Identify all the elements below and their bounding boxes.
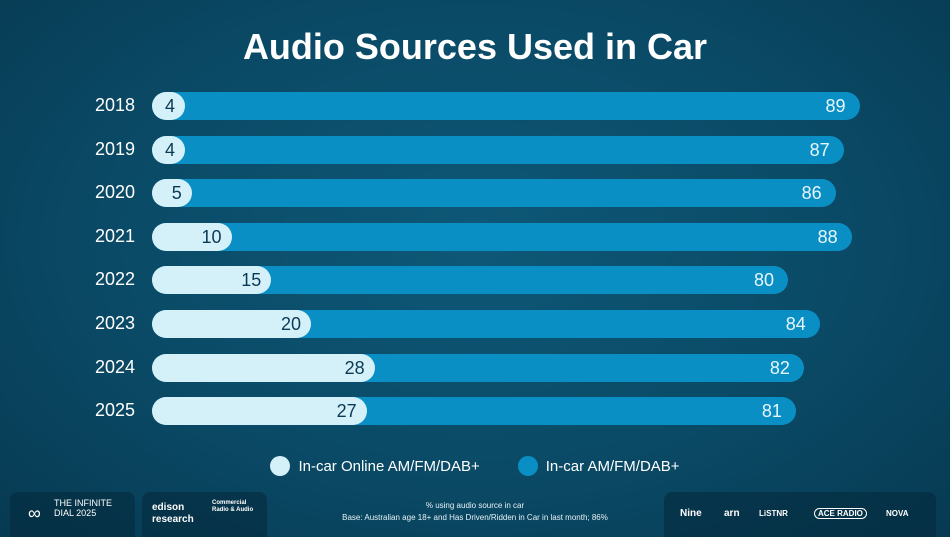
bar-chart: 2018 4 89 2019 4 87 2020 5 86 2021 10 88 2022 15 80 202…: [94, 92, 860, 426]
bar-in-car-online: [152, 222, 232, 251]
bar-in-car-online: [152, 179, 192, 208]
footnote-measure: % using audio source in car: [425, 501, 525, 510]
data-label-broadcast: 81: [761, 401, 782, 422]
chart-title: Audio Sources Used in Car: [242, 26, 708, 67]
y-tick-label: 2023: [94, 313, 135, 333]
y-tick-label: 2019: [94, 138, 135, 159]
y-tick-label: 2024: [94, 356, 135, 377]
data-label-online: 4: [164, 96, 175, 116]
sponsor-logo-panel: Nine arn LiSTNR ACE RADIO NOVA: [664, 492, 936, 537]
data-label-online: 15: [241, 270, 262, 291]
bar-in-car-am-fm-dab: [152, 179, 836, 208]
data-label-broadcast: 87: [809, 139, 830, 160]
data-label-broadcast: 88: [817, 226, 838, 247]
y-tick-label: 2025: [94, 400, 135, 421]
footnote-base: Base: Australian age 18+ and Has Driven/…: [342, 513, 608, 522]
infinite-dial-logo: THE INFINITE DIAL 2025: [54, 498, 112, 518]
data-label-broadcast: 82: [769, 357, 790, 378]
bar-in-car-online: [152, 353, 375, 382]
data-label-online: 20: [281, 314, 302, 334]
y-tick-label: 2018: [94, 95, 135, 115]
bar-in-car-online: [152, 397, 367, 426]
legend-item-broadcast: In-car AM/FM/DAB+: [517, 456, 680, 476]
legend-label-broadcast: In-car AM/FM/DAB+: [545, 457, 680, 475]
data-label-broadcast: 84: [785, 314, 806, 334]
data-label-online: 4: [164, 139, 175, 160]
edison-research-logo: edison research: [152, 502, 194, 525]
bar-in-car-am-fm-dab: [152, 135, 844, 164]
bar-in-car-online: [152, 310, 311, 338]
partner-logo-panel: edison research Commercial Radio & Audio: [142, 492, 267, 537]
legend-dot-broadcast: [517, 456, 538, 476]
y-tick-label: 2020: [94, 182, 135, 203]
bar-in-car-am-fm-dab: [152, 222, 852, 251]
bar-in-car-online: [152, 135, 185, 164]
legend-dot-online: [270, 456, 291, 476]
infinite-dial-logo-panel: ∞ THE INFINITE DIAL 2025: [10, 492, 135, 537]
infinity-icon: ∞: [28, 503, 41, 523]
data-label-online: 10: [201, 226, 222, 247]
data-label-broadcast: 89: [825, 96, 846, 116]
commercial-radio-logo: Commercial Radio & Audio: [212, 500, 254, 513]
nova-logo: NOVA: [886, 509, 909, 518]
y-tick-label: 2022: [94, 269, 135, 290]
ace-radio-logo: ACE RADIO: [814, 508, 867, 519]
nine-logo: Nine: [680, 508, 702, 519]
legend-item-online: In-car Online AM/FM/DAB+: [270, 456, 480, 476]
data-label-online: 27: [336, 401, 357, 422]
y-tick-label: 2021: [94, 225, 135, 246]
data-label-online: 28: [344, 357, 365, 378]
legend: In-car Online AM/FM/DAB+ In-car AM/FM/DA…: [0, 456, 950, 476]
bar-in-car-am-fm-dab: [152, 92, 860, 120]
data-label-broadcast: 80: [753, 270, 774, 291]
listnr-logo: LiSTNR: [759, 509, 788, 518]
bar-in-car-online: [152, 266, 272, 295]
data-label-broadcast: 86: [801, 183, 822, 204]
legend-label-online: In-car Online AM/FM/DAB+: [298, 457, 480, 475]
arn-logo: arn: [724, 508, 740, 519]
bar-in-car-online: [152, 92, 185, 120]
footnote: % using audio source in car Base: Austra…: [300, 500, 650, 524]
data-label-online: 5: [171, 183, 182, 204]
